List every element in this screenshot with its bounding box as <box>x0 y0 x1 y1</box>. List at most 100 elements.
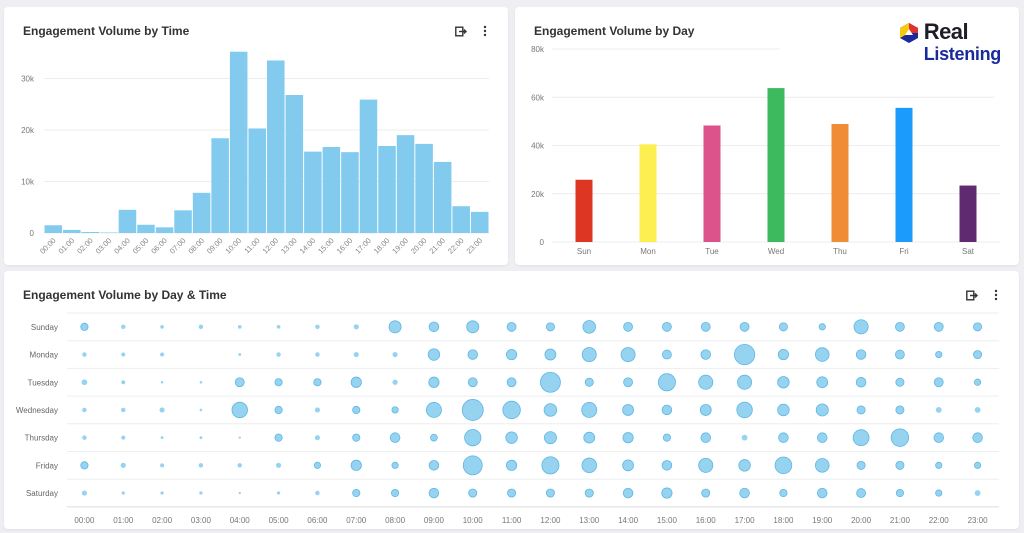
y-tick-label: 0 <box>540 238 545 247</box>
bar <box>63 229 81 233</box>
x-tick-label: Wed <box>768 247 784 256</box>
bubble <box>661 404 673 416</box>
bubble <box>425 402 442 418</box>
bubble <box>121 435 126 440</box>
bar <box>192 192 211 233</box>
bubble <box>933 432 944 443</box>
bubble <box>121 407 126 413</box>
bubble <box>545 488 555 498</box>
y-tick-label: 30k <box>21 75 35 84</box>
bubble <box>815 458 830 473</box>
bubble <box>160 436 164 440</box>
bubble <box>545 322 555 332</box>
bubble <box>974 378 982 386</box>
x-tick-label: 23:00 <box>464 236 484 256</box>
bubble <box>275 462 282 468</box>
bubble <box>199 408 203 412</box>
bar <box>322 146 341 233</box>
brand-name-line2: Listening <box>923 44 1002 64</box>
bubble <box>581 457 597 474</box>
bubble <box>738 459 751 472</box>
bubble <box>622 404 634 416</box>
bubble <box>700 349 711 360</box>
bubble <box>121 491 125 495</box>
row-label: Sunday <box>31 323 58 332</box>
bubble <box>581 347 597 363</box>
y-tick-label: 40k <box>531 142 545 151</box>
bubble <box>506 321 517 332</box>
bubble <box>698 457 714 473</box>
bubble <box>430 433 438 442</box>
export-icon[interactable] <box>454 24 468 38</box>
bubble <box>392 379 398 385</box>
bubble <box>933 377 944 388</box>
bubble <box>274 378 283 387</box>
bubble <box>701 488 711 498</box>
bubble <box>238 436 241 439</box>
bubble <box>461 399 484 421</box>
bubble <box>82 352 87 357</box>
x-tick-label: 09:00 <box>205 236 225 256</box>
bar <box>44 225 63 233</box>
bar <box>959 185 977 242</box>
x-tick-label: 00:00 <box>74 516 95 525</box>
bubble <box>352 433 361 442</box>
x-tick-label: 03:00 <box>191 516 212 525</box>
x-tick-label: 12:00 <box>540 516 561 525</box>
bubble <box>315 324 320 330</box>
x-tick-label: 13:00 <box>579 516 600 525</box>
x-tick-label: 17:00 <box>353 236 373 256</box>
bubble <box>777 376 790 389</box>
bubble <box>160 325 164 329</box>
bubble <box>392 351 398 358</box>
bar <box>81 231 100 233</box>
bubble <box>739 321 750 332</box>
bubble <box>314 435 321 441</box>
bubble <box>853 319 869 335</box>
day-bar-chart: 0 20k 40k 60k 80k Sun Mon Tue Wed Thu Fri Sat <box>531 45 1000 256</box>
y-tick-label: 20k <box>531 190 545 199</box>
x-tick-label: Thu <box>833 247 847 256</box>
bubble <box>779 488 788 498</box>
x-tick-label: 10:00 <box>463 516 484 525</box>
bubble <box>428 460 440 471</box>
bubble <box>778 322 788 332</box>
more-vertical-icon[interactable] <box>478 24 492 38</box>
bubble <box>506 348 518 361</box>
y-tick-label: 10k <box>21 178 35 187</box>
bubble <box>159 407 165 413</box>
bubble <box>502 400 521 420</box>
bubble <box>541 456 560 475</box>
export-icon[interactable] <box>965 288 979 302</box>
bubble <box>238 353 242 356</box>
x-tick-label: 07:00 <box>346 516 367 525</box>
bubble <box>582 320 596 334</box>
bubble <box>540 371 561 393</box>
bubble <box>198 463 204 468</box>
bubble <box>935 350 943 359</box>
bubble <box>468 488 478 498</box>
bubble <box>276 352 281 357</box>
bubble <box>120 462 126 468</box>
bubble <box>82 407 87 413</box>
bubble <box>352 488 361 498</box>
bubble <box>428 376 440 388</box>
engagement-by-day-time-panel: Engagement Volume by Day & Time Sunday Mo… <box>4 271 1019 529</box>
bubble <box>389 432 401 443</box>
bubble <box>160 463 165 468</box>
time-bar-chart: 0 10k 20k 30k 00:0001:0002:0003:0004:0005:00… <box>21 51 489 256</box>
bubble <box>80 461 89 470</box>
bubble <box>391 488 400 498</box>
bubble <box>895 349 905 360</box>
bubble <box>777 348 789 361</box>
bubble <box>974 461 982 469</box>
bar <box>452 206 470 233</box>
bubble <box>856 488 866 498</box>
bar <box>575 179 593 242</box>
bar <box>895 107 913 243</box>
more-vertical-icon[interactable] <box>989 288 1003 302</box>
bubble <box>852 429 870 447</box>
x-tick-label: 02:00 <box>75 236 95 256</box>
x-tick-label: 14:00 <box>618 516 639 525</box>
bar <box>341 152 359 233</box>
